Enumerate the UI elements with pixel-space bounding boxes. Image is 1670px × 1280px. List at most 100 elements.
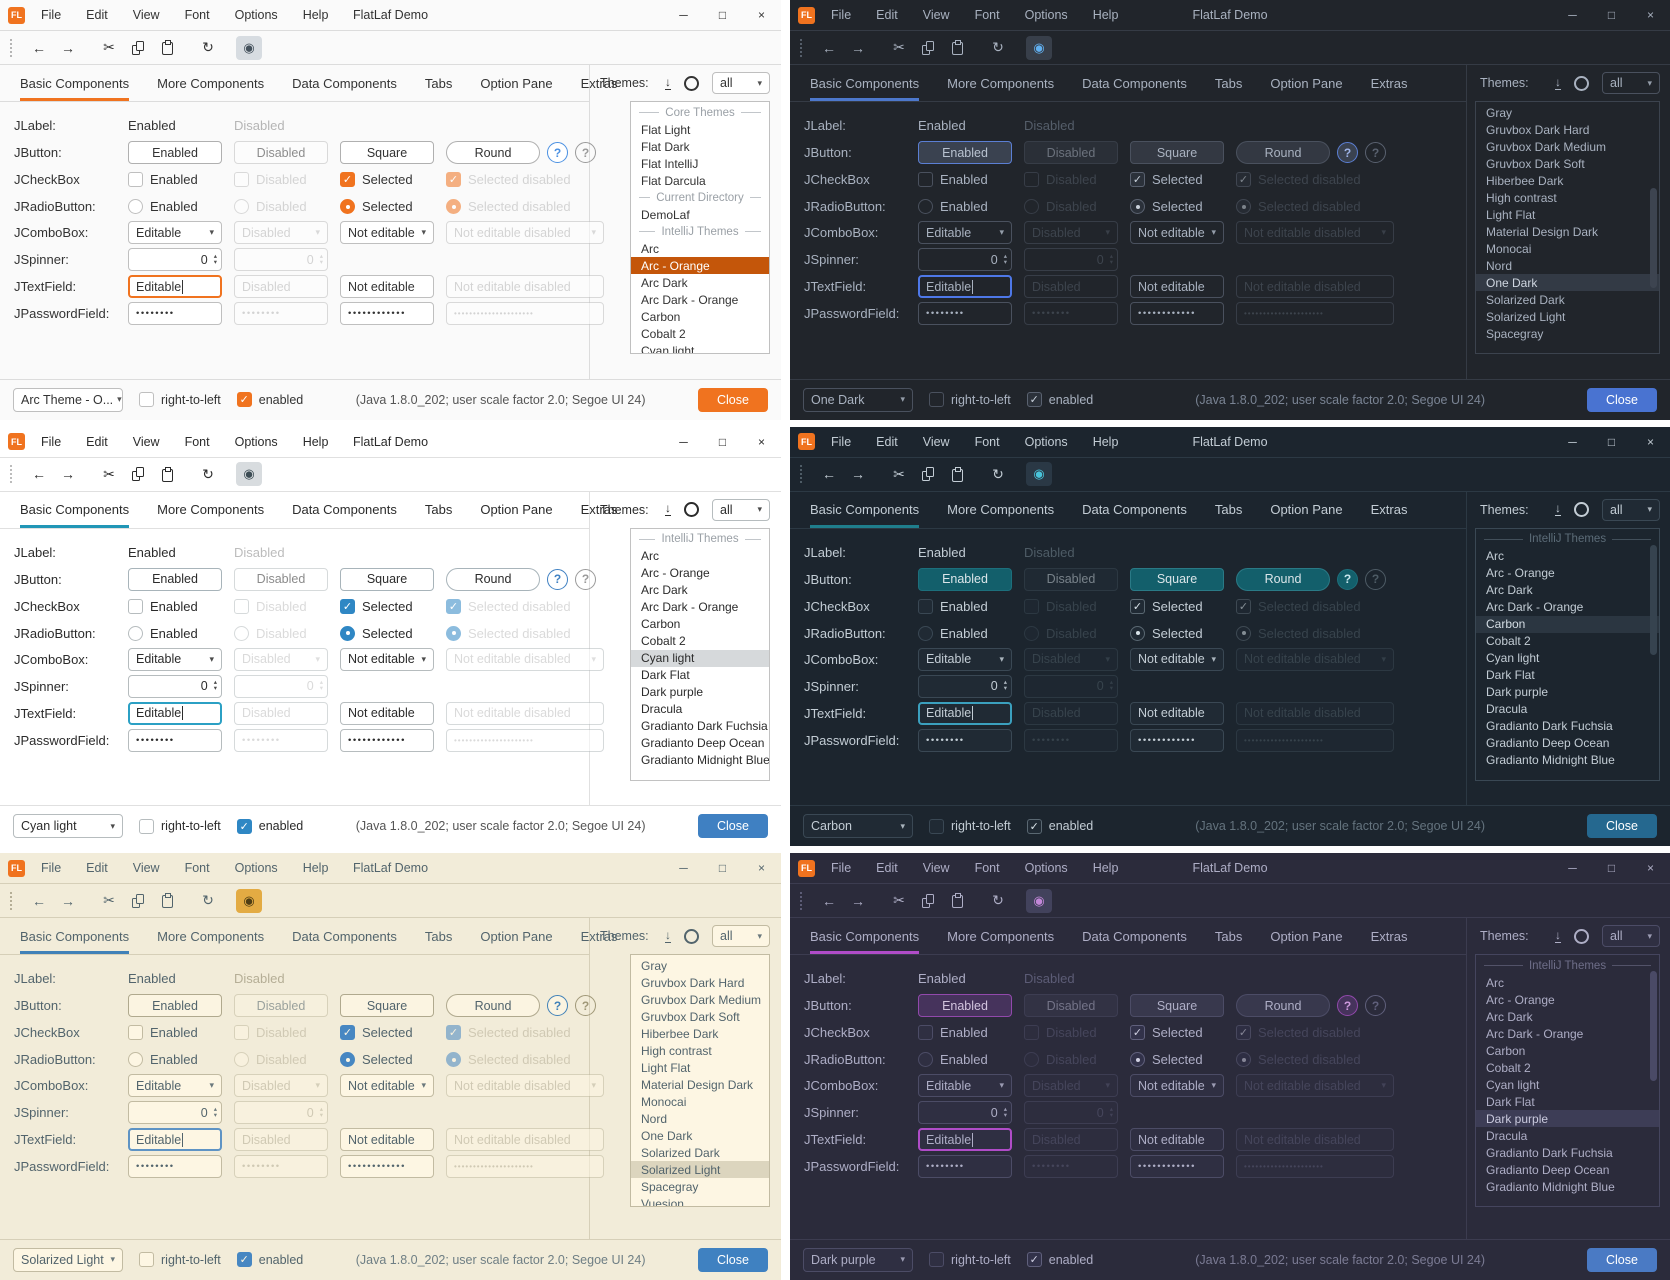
menu-font[interactable]: Font [974, 8, 1000, 22]
tab-tabs[interactable]: Tabs [1214, 502, 1243, 518]
tab-basic-components[interactable]: Basic Components [20, 65, 130, 101]
forward-icon[interactable]: → [851, 892, 865, 909]
toolbar-grip[interactable] [10, 38, 14, 57]
show-hidden-eye-icon[interactable]: ◉ [1026, 462, 1052, 487]
theme-filter-combobox[interactable]: all ▾ [1602, 72, 1660, 94]
theme-filter-combobox[interactable]: all ▾ [1602, 498, 1660, 521]
theme-list-item[interactable]: Arc Dark [1486, 1009, 1533, 1024]
theme-list-item[interactable]: Arc Dark [1486, 583, 1533, 598]
textfield-not-editable[interactable]: Not editable [1130, 1128, 1224, 1152]
close-window-button[interactable]: × [1646, 8, 1654, 22]
combobox-not-editable[interactable]: Not editable ▾ [1130, 221, 1224, 244]
menu-edit[interactable]: Edit [86, 434, 108, 449]
tab-data-components[interactable]: Data Components [292, 75, 397, 91]
paste-icon[interactable] [944, 462, 970, 486]
theme-list-item[interactable]: Dark Flat [641, 668, 690, 683]
spinner[interactable]: 0 ▴ ▾ [918, 1101, 1012, 1125]
theme-list-item[interactable]: Dark purple [641, 685, 704, 700]
combobox-not-editable[interactable]: Not editable ▾ [1130, 647, 1224, 671]
menu-font[interactable]: Font [184, 434, 210, 449]
theme-list-item[interactable]: Dark purple [1486, 685, 1549, 700]
checkbox-selected[interactable]: ✓ Selected [340, 172, 442, 187]
combobox-not-editable[interactable]: Not editable ▾ [1130, 1074, 1224, 1098]
tab-option-pane[interactable]: Option Pane [480, 502, 553, 518]
close-button[interactable]: Close [697, 1247, 768, 1272]
theme-list-item[interactable]: Carbon [641, 617, 681, 632]
theme-list-item[interactable]: Arc Dark - Orange [641, 600, 739, 615]
radio-enabled[interactable]: Enabled [128, 1052, 230, 1068]
theme-list-item[interactable]: Arc Dark [641, 275, 688, 290]
menu-options[interactable]: Options [234, 8, 278, 22]
refresh-icon[interactable]: ↻ [992, 39, 1004, 55]
download-icon[interactable]: ↓ [665, 74, 671, 90]
close-window-button[interactable]: × [1646, 861, 1654, 876]
menu-help[interactable]: Help [1092, 8, 1119, 22]
close-button[interactable]: Close [697, 814, 768, 839]
minimize-button[interactable]: ─ [1568, 8, 1577, 22]
theme-combobox[interactable]: Carbon ▾ [803, 814, 913, 839]
help-button[interactable]: ? [1337, 142, 1358, 163]
textfield-not-editable[interactable]: Not editable [1130, 275, 1224, 298]
theme-list-item[interactable]: Arc [1486, 975, 1504, 990]
tab-data-components[interactable]: Data Components [1082, 502, 1187, 518]
theme-list-item[interactable]: High contrast [1486, 190, 1557, 205]
close-button[interactable]: Close [1586, 387, 1657, 412]
radio-selected[interactable]: Selected [1130, 199, 1232, 214]
theme-list-item[interactable]: Gray [641, 958, 668, 973]
minimize-button[interactable]: ─ [1568, 434, 1577, 449]
menu-view[interactable]: View [132, 8, 160, 22]
round-button[interactable]: Round [446, 994, 540, 1018]
tab-option-pane[interactable]: Option Pane [1270, 928, 1343, 944]
spinner[interactable]: 0 ▴ ▾ [918, 674, 1012, 698]
tab-tabs[interactable]: Tabs [424, 928, 453, 944]
checkbox-enabled[interactable]: Enabled [128, 1025, 230, 1041]
menu-file[interactable]: File [41, 8, 62, 22]
theme-list-item[interactable]: Solarized Dark [1486, 292, 1565, 307]
show-hidden-eye-icon[interactable]: ◉ [1026, 35, 1052, 60]
combobox-editable[interactable]: Editable ▾ [128, 1074, 222, 1098]
menu-file[interactable]: File [831, 861, 852, 876]
theme-list-item[interactable]: Material Design Dark [641, 1077, 754, 1092]
tab-extras[interactable]: Extras [580, 928, 618, 944]
round-button[interactable]: Round [1236, 567, 1330, 591]
theme-list-item-selected[interactable]: Carbon [1476, 615, 1659, 633]
close-button[interactable]: Close [1586, 814, 1657, 839]
theme-list-item[interactable]: Nord [641, 1111, 668, 1126]
paste-icon[interactable] [944, 889, 970, 913]
enabled-checkbox[interactable]: ✓ enabled [1026, 392, 1093, 408]
close-window-button[interactable]: × [757, 8, 765, 22]
passwordfield-not-editable[interactable]: •••••••••••• [1130, 1155, 1224, 1179]
radio-enabled[interactable]: Enabled [128, 199, 230, 214]
toolbar-grip[interactable] [800, 465, 804, 484]
radio-enabled[interactable]: Enabled [918, 625, 1020, 641]
theme-combobox[interactable]: Cyan light ▾ [13, 814, 123, 839]
paste-icon[interactable] [944, 36, 970, 60]
checkbox-selected[interactable]: ✓ Selected [1130, 598, 1232, 614]
theme-list-item-selected[interactable]: Arc - Orange [631, 257, 769, 274]
menu-help[interactable]: Help [1092, 434, 1119, 449]
refresh-icon[interactable]: ↻ [202, 892, 214, 909]
theme-list-item[interactable]: Solarized Light [1486, 309, 1566, 324]
cut-icon[interactable]: ✂ [893, 39, 905, 55]
back-icon[interactable]: ← [32, 466, 46, 483]
refresh-icon[interactable]: ↻ [202, 39, 214, 55]
theme-list-item[interactable]: Gradianto Midnight Blue [1486, 753, 1615, 768]
textfield-editable[interactable]: Editable [918, 1128, 1012, 1152]
textfield-editable[interactable]: Editable [128, 1128, 222, 1152]
tab-tabs[interactable]: Tabs [1214, 928, 1243, 944]
theme-list-item[interactable]: Gruvbox Dark Soft [641, 1009, 740, 1024]
theme-list-item[interactable]: Spacegray [641, 1179, 699, 1194]
list-scrollbar-thumb[interactable] [1650, 544, 1657, 655]
tab-option-pane[interactable]: Option Pane [1270, 75, 1343, 91]
combobox-editable[interactable]: Editable ▾ [128, 221, 222, 244]
passwordfield[interactable]: •••••••• [918, 1155, 1012, 1179]
menu-edit[interactable]: Edit [876, 434, 898, 449]
textfield-editable[interactable]: Editable [918, 701, 1012, 725]
menu-options[interactable]: Options [1024, 434, 1068, 449]
spinner-arrows-icon[interactable]: ▴ ▾ [1003, 679, 1007, 693]
theme-list-item[interactable]: Arc - Orange [1486, 566, 1555, 581]
theme-list-item[interactable]: Dark Flat [1486, 1094, 1535, 1109]
menu-file[interactable]: File [831, 8, 852, 22]
tab-more-components[interactable]: More Components [947, 75, 1055, 91]
tab-more-components[interactable]: More Components [947, 502, 1055, 518]
